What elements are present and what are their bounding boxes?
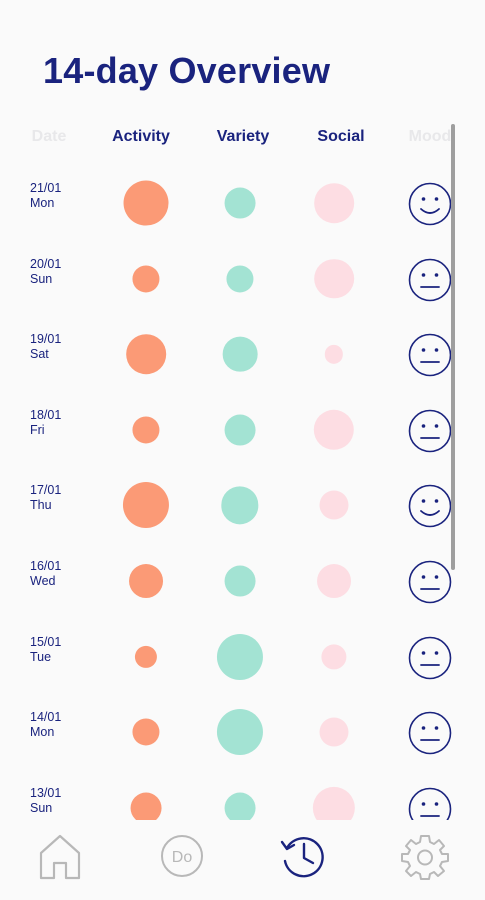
neutral-face-icon (408, 787, 452, 820)
social-bubble (317, 564, 351, 598)
column-header-row: Date Activity Variety Social Mood (0, 128, 485, 152)
weekday-text: Sun (30, 800, 53, 815)
activity-bubble (132, 265, 160, 293)
day-date: 17/01 Thu (30, 483, 61, 513)
activity-bubble (130, 792, 162, 820)
variety-bubble (216, 633, 264, 680)
neutral-face-icon (408, 560, 452, 604)
variety-bubble (222, 336, 258, 372)
scrollbar[interactable] (451, 124, 455, 570)
social-bubble (313, 409, 355, 450)
date-text: 18/01 (30, 407, 62, 422)
history-icon (280, 837, 324, 878)
neutral-face-icon (408, 333, 452, 377)
social-bubble (321, 644, 347, 670)
do-icon-label: Do (172, 849, 193, 866)
variety-bubble (221, 486, 259, 525)
day-row[interactable]: 21/01 Mon (0, 165, 485, 241)
activity-bubble (132, 416, 160, 444)
page-title: 14-day Overview (43, 50, 331, 91)
nav-home[interactable] (35, 830, 85, 882)
day-row[interactable]: 15/01 Tue (0, 619, 485, 695)
day-row[interactable]: 18/01 Fri (0, 392, 485, 468)
happy-face-icon (408, 484, 452, 528)
column-header-activity: Activity (112, 128, 170, 145)
neutral-face-icon (408, 636, 452, 680)
variety-bubble (216, 709, 264, 756)
nav-history[interactable] (278, 830, 328, 882)
neutral-face-icon (408, 258, 452, 302)
do-icon: Do (161, 835, 203, 877)
activity-bubble (123, 180, 169, 226)
day-date: 14/01 Mon (30, 710, 61, 740)
neutral-face-icon (408, 409, 452, 453)
overview-list[interactable]: 21/01 Mon 20/01 Sun 19/01 Sat 18/01 Fri 17/01 Thu… (0, 165, 485, 820)
weekday-text: Mon (30, 725, 55, 740)
nav-do[interactable]: Do (157, 830, 207, 882)
activity-bubble (126, 334, 166, 374)
variety-bubble (224, 187, 256, 219)
weekday-text: Mon (30, 196, 55, 210)
activity-bubble (122, 482, 170, 529)
social-bubble (319, 717, 349, 747)
weekday-text: Sat (30, 347, 49, 362)
variety-bubble (224, 414, 256, 446)
social-bubble (319, 490, 349, 520)
day-row[interactable]: 16/01 Wed (0, 543, 485, 619)
nav-settings[interactable] (400, 830, 450, 882)
weekday-text: Fri (30, 422, 45, 437)
day-row[interactable]: 14/01 Mon (0, 694, 485, 770)
day-date: 20/01 Sun (30, 257, 61, 287)
social-bubble (312, 786, 356, 820)
variety-bubble (226, 265, 254, 293)
activity-bubble (134, 645, 158, 668)
home-icon (39, 834, 81, 880)
social-bubble (314, 183, 354, 223)
neutral-face-icon (408, 711, 452, 755)
day-date: 19/01 Sat (30, 332, 61, 362)
column-header-mood: Mood (408, 128, 452, 145)
variety-bubble (224, 565, 256, 597)
day-date: 18/01 Fri (30, 408, 61, 438)
happy-face-icon (408, 182, 452, 226)
social-bubble (314, 258, 354, 299)
social-bubble (324, 345, 344, 364)
weekday-text: Wed (30, 574, 56, 588)
date-text: 20/01 (30, 256, 62, 271)
variety-bubble (224, 792, 256, 820)
date-text: 14/01 (30, 710, 62, 725)
date-text: 16/01 (30, 559, 62, 573)
column-header-social: Social (317, 128, 365, 145)
day-date: 13/01 Sun (30, 786, 61, 816)
weekday-text: Tue (30, 649, 52, 664)
day-date: 16/01 Wed (30, 559, 61, 589)
date-text: 19/01 (30, 332, 62, 347)
weekday-text: Thu (30, 498, 52, 513)
date-text: 21/01 (30, 181, 62, 195)
date-text: 17/01 (30, 483, 62, 498)
gear-icon (401, 835, 449, 880)
bottom-navigation: Do (0, 820, 485, 900)
day-row[interactable]: 20/01 Sun (0, 241, 485, 317)
date-text: 13/01 (30, 785, 62, 800)
activity-bubble (132, 718, 160, 746)
weekday-text: Sun (30, 271, 53, 286)
day-date: 15/01 Tue (30, 635, 61, 665)
activity-bubble (129, 564, 163, 598)
day-date: 21/01 Mon (30, 181, 61, 211)
day-row[interactable]: 17/01 Thu (0, 467, 485, 543)
column-header-variety: Variety (216, 128, 270, 145)
day-row[interactable]: 13/01 Sun (0, 770, 485, 820)
column-header-date: Date (31, 128, 67, 145)
date-text: 15/01 (30, 634, 62, 649)
day-row[interactable]: 19/01 Sat (0, 316, 485, 392)
